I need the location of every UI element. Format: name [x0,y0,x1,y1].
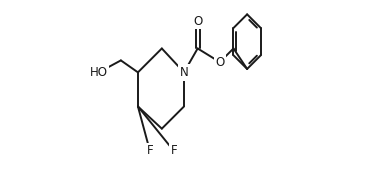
Text: F: F [146,144,153,157]
Text: O: O [193,15,202,28]
Text: N: N [180,66,188,79]
Text: O: O [215,56,224,69]
Text: F: F [170,144,177,157]
Text: HO: HO [90,66,108,79]
